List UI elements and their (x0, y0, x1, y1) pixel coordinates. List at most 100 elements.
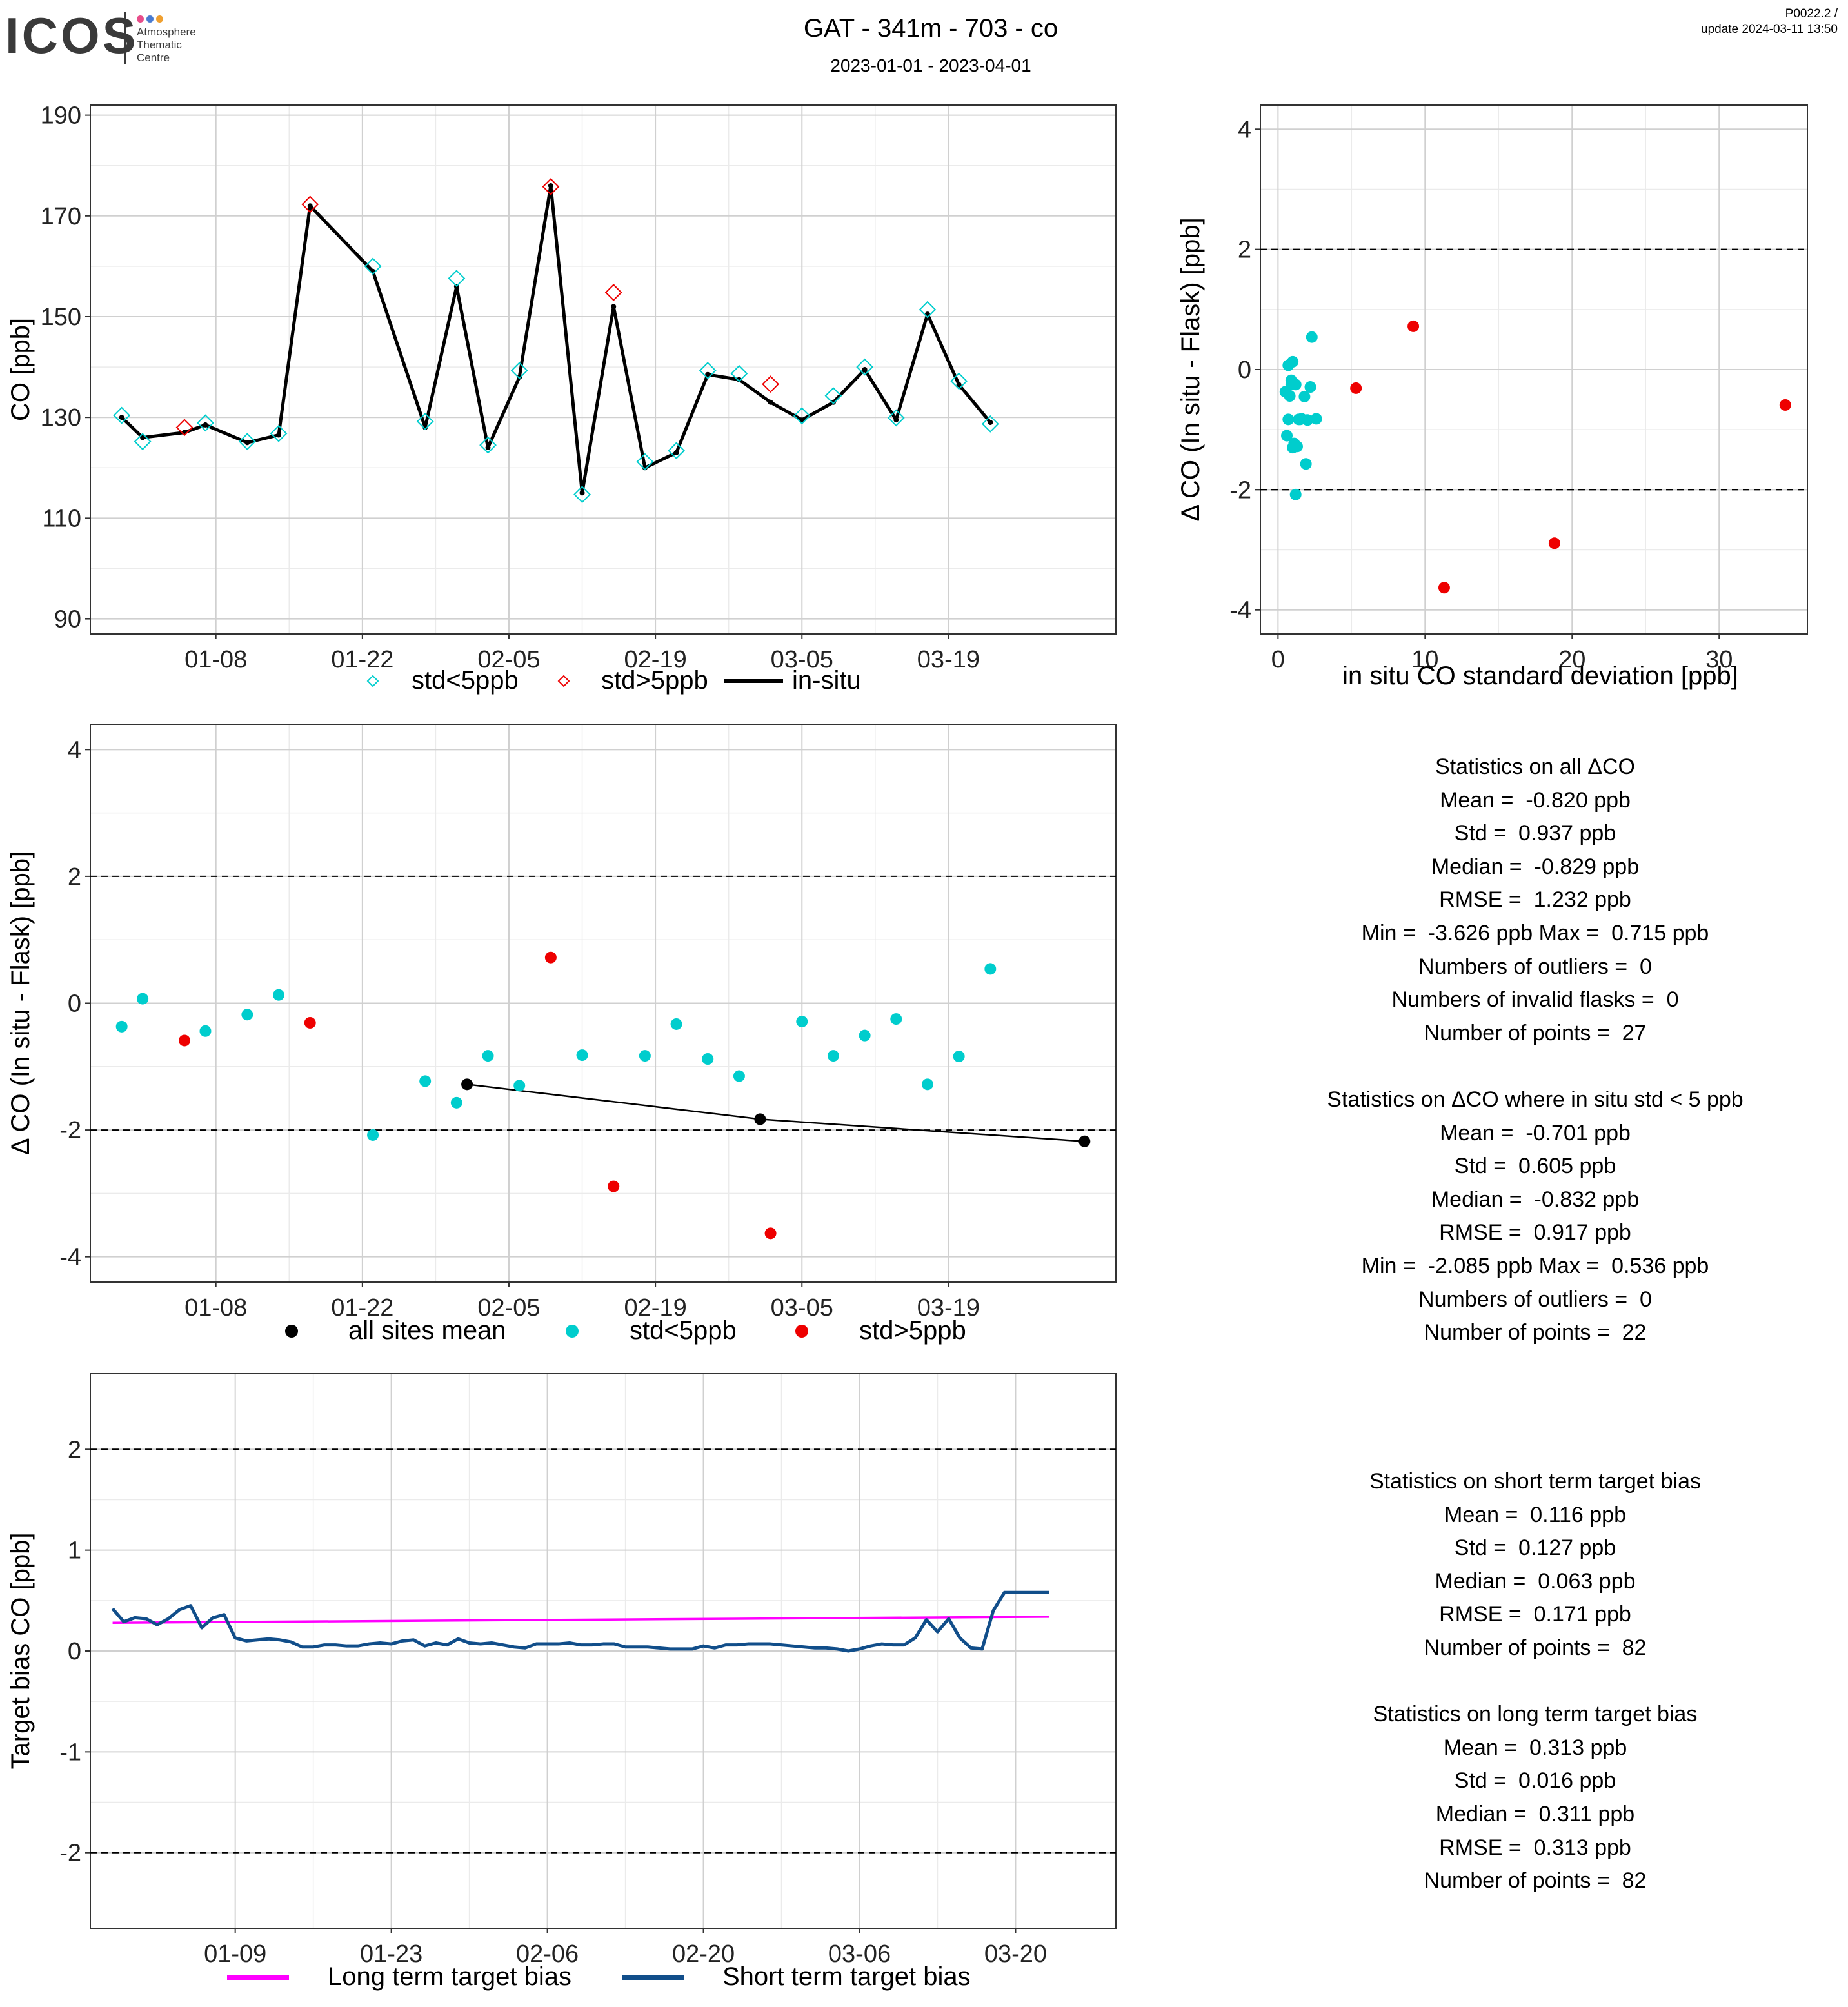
delta-statistics-panel: Statistics on all ΔCO Mean = -0.820 ppb St… (1226, 751, 1845, 1350)
stat-line: RMSE = 0.313 ppb (1439, 1835, 1631, 1860)
stat-line: Std = 0.937 ppb (1454, 821, 1616, 846)
delta-point (733, 1070, 745, 1082)
x-tick-label: 02-05 (477, 646, 540, 673)
low-std-point (1301, 414, 1313, 426)
stat-line: Std = 0.016 ppb (1454, 1768, 1616, 1794)
in-situ-point (893, 417, 899, 423)
in-situ-point (485, 445, 491, 451)
stat-line: Mean = -0.820 ppb (1440, 787, 1631, 813)
delta-point (764, 1227, 777, 1240)
low-std-point (1300, 458, 1312, 470)
legend-marker-mean (285, 1325, 298, 1338)
logo-subtitle-line: Thematic (137, 39, 182, 51)
short-term-bias-line (111, 1590, 1049, 1653)
y-tick-label: -4 (1229, 597, 1251, 624)
legend-label: std<5ppb (630, 1316, 737, 1345)
all-sites-mean-point (461, 1078, 473, 1091)
stat-line: Statistics on long term target bias (1373, 1702, 1698, 1727)
plot-border (90, 724, 1117, 1283)
in-situ-point (988, 420, 993, 425)
legend-marker-std-low (566, 1325, 579, 1338)
stat-line: RMSE = 0.171 ppb (1439, 1602, 1631, 1627)
x-tick-label: 0 (1271, 646, 1285, 673)
y-axis-label: Δ CO (In situ - Flask) [ppb] (6, 851, 35, 1155)
legend-marker-std-high (557, 675, 570, 687)
flask-marker (668, 442, 685, 460)
logo-subtitle: Atmosphere Thematic Centre (137, 26, 196, 64)
flask-marker (175, 419, 194, 437)
stat-line: Numbers of outliers = 0 (1418, 1287, 1652, 1312)
version-info: P0022.2 / update 2024-03-11 13:50 (1701, 6, 1838, 37)
update-timestamp: update 2024-03-11 13:50 (1701, 23, 1838, 36)
flask-marker (793, 407, 811, 425)
x-tick-label: 01-22 (331, 1294, 393, 1321)
delta-point (670, 1018, 682, 1030)
stat-line: Numbers of invalid flasks = 0 (1391, 987, 1679, 1013)
stat-line: Median = -0.832 ppb (1431, 1187, 1640, 1212)
delta-point (115, 1020, 128, 1033)
flask-marker (604, 284, 622, 301)
delta-point (179, 1034, 191, 1047)
logo-divider (124, 12, 126, 64)
in-situ-point (517, 374, 522, 380)
stat-line: Min = -2.085 ppb Max = 0.536 ppb (1361, 1253, 1709, 1278)
delta-point (984, 963, 997, 975)
delta-point (137, 993, 149, 1005)
low-std-point (1287, 442, 1299, 454)
delta-point (953, 1051, 965, 1063)
flask-marker (824, 387, 842, 405)
in-situ-line (120, 184, 992, 495)
stat-line: Std = 0.127 ppb (1454, 1536, 1616, 1561)
logo-dots-icon (137, 14, 175, 23)
high-std-point (1548, 537, 1560, 549)
stat-line: Number of points = 27 (1424, 1020, 1647, 1045)
in-situ-point (799, 417, 805, 423)
delta-point (890, 1013, 902, 1025)
stat-line: Mean = -0.701 ppb (1440, 1120, 1631, 1145)
in-situ-point (956, 382, 962, 388)
target-bias-chart: -2 -1 0 1 2 01-09 01-23 02-06 02-20 03-06 03-20 Tar… (6, 1373, 1117, 1991)
version-label: P0022.2 / (1785, 7, 1838, 21)
delta-point (482, 1050, 494, 1062)
delta-point (241, 1009, 253, 1021)
y-tick-label: 170 (41, 203, 81, 230)
flask-marker (981, 415, 999, 433)
delta-point (419, 1075, 432, 1087)
flask-marker (887, 409, 905, 427)
x-tick-label: 02-19 (624, 1294, 687, 1321)
delta-vs-std-chart: -4 -2 0 2 4 0 10 20 30 Δ CO (In situ - Flask) [pp… (1177, 104, 1808, 690)
legend-marker-std-high (795, 1325, 808, 1338)
stat-line: Statistics on ΔCO where in situ std < 5 … (1327, 1087, 1744, 1112)
y-tick-label: 0 (1238, 357, 1251, 384)
legend-marker-std-low (366, 675, 379, 687)
legend-label: in-situ (792, 666, 861, 695)
in-situ-point (579, 490, 585, 496)
delta-point (450, 1096, 462, 1109)
icos-logo: ICOS Atmosphere Thematic Centre (5, 6, 218, 68)
y-tick-label: 130 (41, 404, 81, 431)
low-std-point (1289, 488, 1302, 500)
stat-line: Number of points = 22 (1424, 1320, 1647, 1345)
flask-marker (950, 372, 968, 390)
in-situ-point (203, 422, 208, 428)
in-situ-point (140, 435, 146, 440)
stat-spacer (1226, 1665, 1845, 1699)
y-tick-label: 1 (68, 1537, 81, 1565)
legend-label: std>5ppb (859, 1316, 966, 1345)
x-tick-label: 03-19 (917, 646, 980, 673)
delta-point (827, 1050, 839, 1062)
legend-label: std<5ppb (412, 666, 519, 695)
delta-point (544, 951, 557, 964)
plot-border (90, 104, 1117, 635)
delta-timeseries-chart: -4 -2 0 2 4 01-08 01-22 02-05 02-19 03-05 03-19 Δ C… (6, 724, 1117, 1345)
x-tick-label: 03-05 (771, 1294, 833, 1321)
in-situ-point (548, 183, 553, 188)
y-tick-label: 2 (68, 864, 81, 891)
flask-marker (364, 257, 382, 275)
x-tick-label: 01-09 (204, 1941, 266, 1968)
y-tick-label: -2 (59, 1840, 81, 1867)
y-tick-label: 2 (1238, 237, 1251, 264)
stat-line: Median = 0.311 ppb (1435, 1801, 1635, 1826)
flask-marker (197, 414, 214, 432)
legend-label: all sites mean (348, 1316, 506, 1345)
